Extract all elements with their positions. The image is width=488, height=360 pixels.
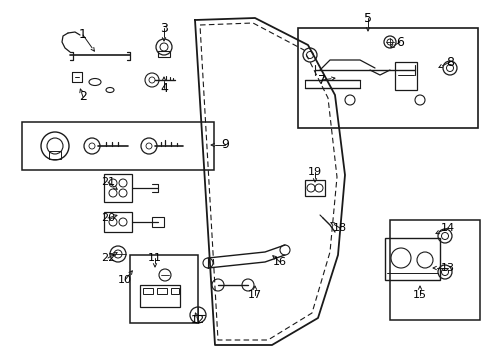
Bar (297, 28, 477, 128)
Bar (104, 174, 132, 202)
Bar (22, 122, 214, 170)
Bar (104, 212, 132, 232)
Text: 16: 16 (272, 257, 286, 267)
Text: 18: 18 (332, 223, 346, 233)
Bar (49, 151, 61, 159)
Bar (158, 51, 170, 57)
Text: 4: 4 (160, 81, 167, 94)
Bar (142, 288, 153, 294)
Bar (171, 288, 179, 294)
Text: 5: 5 (363, 12, 371, 24)
Text: 14: 14 (440, 223, 454, 233)
Bar (140, 285, 180, 307)
Text: 6: 6 (395, 36, 403, 49)
Bar (394, 62, 416, 90)
Text: 20: 20 (101, 213, 115, 223)
Text: 11: 11 (148, 253, 162, 263)
Text: 1: 1 (79, 28, 87, 41)
Text: 22: 22 (101, 253, 115, 263)
Text: 21: 21 (101, 177, 115, 187)
Text: 12: 12 (190, 315, 204, 325)
Bar (389, 220, 479, 320)
Bar (384, 238, 439, 280)
Text: 10: 10 (118, 275, 132, 285)
Bar (157, 288, 167, 294)
Bar (305, 180, 325, 196)
Text: 2: 2 (79, 90, 87, 104)
Text: 17: 17 (247, 290, 262, 300)
Text: 19: 19 (307, 167, 322, 177)
Bar (152, 217, 163, 227)
Bar (130, 255, 198, 323)
Text: 7: 7 (317, 73, 325, 86)
Text: 8: 8 (445, 55, 453, 68)
Text: 15: 15 (412, 290, 426, 300)
Text: 9: 9 (221, 139, 228, 152)
Text: 13: 13 (440, 263, 454, 273)
Text: 3: 3 (160, 22, 167, 35)
